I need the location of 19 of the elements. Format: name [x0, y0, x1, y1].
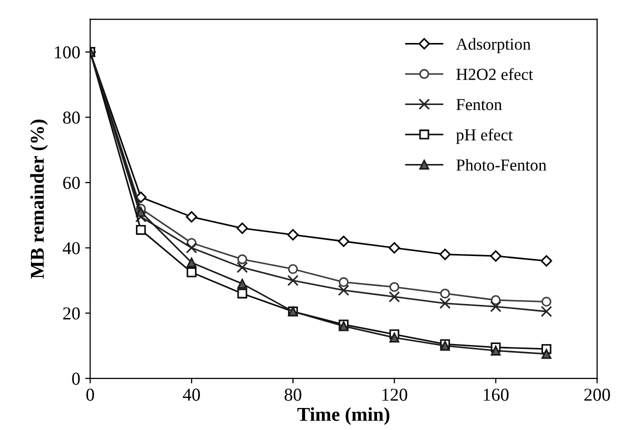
- x-tick-label: 80: [284, 388, 302, 401]
- x-tick-label: 40: [182, 388, 200, 401]
- y-tick-label: 20: [63, 307, 80, 320]
- legend-label: Photo-Fenton: [456, 158, 546, 171]
- x-tick-label: 120: [382, 388, 408, 401]
- y-tick-label: 80: [63, 112, 80, 124]
- y-axis-title: MB remainder (%): [30, 120, 48, 279]
- legend-label: Fenton: [456, 99, 502, 110]
- x-tick-label: 0: [86, 388, 94, 401]
- legend-label: H2O2 efect: [456, 68, 534, 80]
- legend-label: Adsorption: [456, 38, 531, 54]
- y-tick-label: 40: [62, 242, 80, 254]
- y-tick-label: 0: [72, 372, 80, 385]
- y-tick-label: 100: [54, 46, 80, 58]
- x-axis-title: Time (min): [297, 407, 390, 425]
- y-tick-label: 60: [63, 176, 80, 189]
- legend-label: pH efect: [456, 128, 513, 144]
- x-tick-label: 200: [584, 388, 610, 401]
- x-tick-label: 160: [484, 388, 509, 401]
